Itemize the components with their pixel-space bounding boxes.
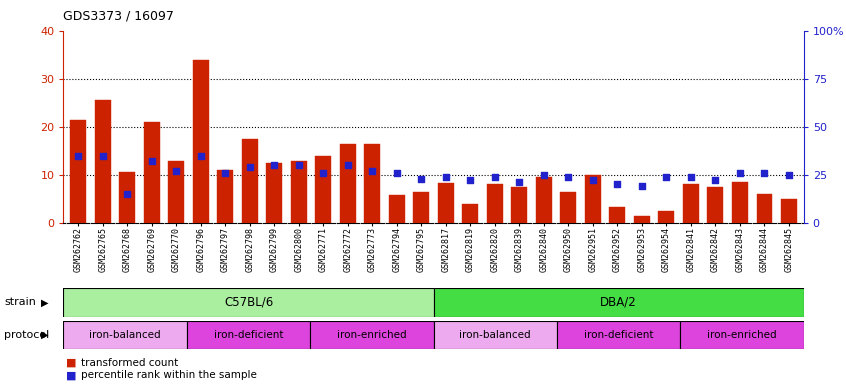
Bar xyxy=(658,211,674,223)
Text: ■: ■ xyxy=(66,370,76,380)
Bar xyxy=(585,175,601,223)
Bar xyxy=(119,172,135,223)
Point xyxy=(513,179,526,185)
Bar xyxy=(463,204,478,223)
Bar xyxy=(310,321,433,349)
Point xyxy=(415,175,428,182)
Point xyxy=(611,181,624,187)
Point xyxy=(218,170,232,176)
Text: iron-balanced: iron-balanced xyxy=(459,330,531,340)
Text: iron-enriched: iron-enriched xyxy=(337,330,407,340)
Bar xyxy=(63,321,187,349)
Point xyxy=(733,170,747,176)
Bar xyxy=(634,215,650,223)
Point xyxy=(243,164,256,170)
Bar xyxy=(242,139,258,223)
Point xyxy=(464,177,477,184)
Point xyxy=(316,170,330,176)
Point xyxy=(635,183,649,189)
Point xyxy=(439,174,453,180)
Bar xyxy=(756,194,772,223)
Bar xyxy=(365,144,380,223)
Bar xyxy=(487,184,503,223)
Bar xyxy=(389,195,404,223)
Text: C57BL/6: C57BL/6 xyxy=(224,296,273,309)
Bar xyxy=(536,177,552,223)
Bar xyxy=(266,163,283,223)
Text: ▶: ▶ xyxy=(41,330,48,340)
Bar xyxy=(560,192,576,223)
Bar xyxy=(511,187,527,223)
Bar xyxy=(557,321,680,349)
Point xyxy=(390,170,404,176)
Bar xyxy=(63,288,433,317)
Bar xyxy=(683,184,699,223)
Text: iron-deficient: iron-deficient xyxy=(214,330,283,340)
Bar xyxy=(433,288,804,317)
Point xyxy=(586,177,600,184)
Point xyxy=(365,168,379,174)
Bar xyxy=(193,60,209,223)
Point xyxy=(758,170,772,176)
Point xyxy=(537,172,551,178)
Text: protocol: protocol xyxy=(4,330,49,340)
Text: ■: ■ xyxy=(66,358,76,368)
Text: strain: strain xyxy=(4,297,36,308)
Bar xyxy=(316,156,332,223)
Point xyxy=(71,152,85,159)
Point xyxy=(96,152,109,159)
Text: DBA/2: DBA/2 xyxy=(601,296,637,309)
Point xyxy=(120,191,134,197)
Point xyxy=(488,174,502,180)
Point xyxy=(660,174,673,180)
Text: iron-enriched: iron-enriched xyxy=(707,330,777,340)
Point xyxy=(267,162,281,168)
Text: iron-balanced: iron-balanced xyxy=(90,330,161,340)
Text: percentile rank within the sample: percentile rank within the sample xyxy=(81,370,257,380)
Text: GDS3373 / 16097: GDS3373 / 16097 xyxy=(63,10,174,23)
Bar xyxy=(291,161,307,223)
Bar xyxy=(707,187,723,223)
Point xyxy=(684,174,698,180)
Point xyxy=(194,152,207,159)
Point xyxy=(783,172,796,178)
Bar xyxy=(168,161,184,223)
Bar xyxy=(433,321,557,349)
Text: iron-deficient: iron-deficient xyxy=(584,330,653,340)
Point xyxy=(169,168,183,174)
Bar xyxy=(144,122,160,223)
Bar xyxy=(680,321,804,349)
Bar xyxy=(95,100,111,223)
Bar xyxy=(438,184,453,223)
Point xyxy=(145,158,158,164)
Point xyxy=(709,177,722,184)
Bar xyxy=(609,207,625,223)
Bar xyxy=(187,321,310,349)
Point xyxy=(341,162,354,168)
Point xyxy=(562,174,575,180)
Point xyxy=(292,162,305,168)
Bar xyxy=(414,192,429,223)
Bar xyxy=(70,119,86,223)
Text: ▶: ▶ xyxy=(41,297,48,308)
Bar xyxy=(340,144,356,223)
Bar xyxy=(732,182,748,223)
Text: transformed count: transformed count xyxy=(81,358,179,368)
Bar xyxy=(781,199,797,223)
Bar xyxy=(217,170,233,223)
